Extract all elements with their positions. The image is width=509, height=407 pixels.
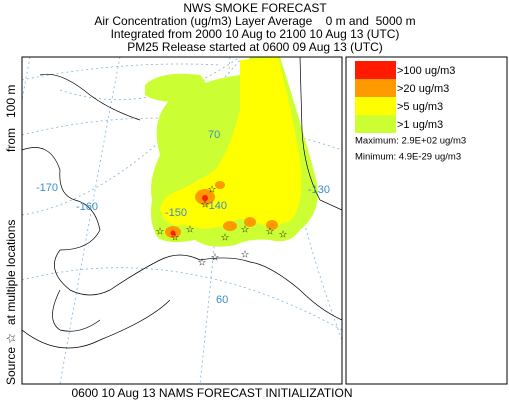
svg-text:☆: ☆ [171, 233, 180, 244]
legend: Maximum: 2.9E+02 ug/m3 Minimum: 4.9E-29 … [345, 56, 508, 385]
svg-text:☆: ☆ [241, 225, 250, 236]
map-label: -140 [205, 200, 227, 212]
svg-text:☆: ☆ [266, 227, 275, 238]
legend-label: >100 ug/m3 [397, 65, 455, 77]
smoke-area [145, 73, 206, 102]
map-label: 70 [208, 129, 220, 141]
side-label: at multiple locations [4, 220, 18, 325]
legend-label: >5 ug/m3 [397, 101, 443, 113]
subtitle: Air Concentration (ug/m3) Layer Average … [94, 14, 415, 28]
subtitle: Integrated from 2000 10 Aug to 2100 10 A… [111, 27, 400, 41]
map-label: -150 [165, 207, 187, 219]
legend-swatch [355, 97, 396, 115]
svg-text:☆: ☆ [198, 258, 207, 269]
map-label: 60 [216, 294, 228, 306]
legend-min: Minimum: 4.9E-29 ug/m3 [355, 152, 461, 163]
svg-text:☆: ☆ [156, 227, 165, 238]
svg-text:☆: ☆ [208, 185, 217, 196]
coastline [22, 57, 342, 349]
legend-swatch [355, 79, 396, 97]
legend-max: Maximum: 2.9E+02 ug/m3 [355, 136, 466, 147]
legend-label: >20 ug/m3 [397, 83, 449, 95]
svg-text:☆: ☆ [201, 200, 210, 211]
svg-text:☆: ☆ [221, 233, 230, 244]
map-label: -160 [76, 201, 98, 213]
map-frame [21, 56, 343, 385]
legend-swatch [355, 115, 396, 133]
smoke-area [170, 195, 208, 236]
title: NWS SMOKE FORECAST [183, 1, 327, 15]
side-label: Source ☆ [4, 333, 18, 385]
subtitle: PM25 Release started at 0600 09 Aug 13 (… [127, 40, 382, 54]
legend-frame [345, 56, 508, 385]
svg-text:☆: ☆ [211, 253, 220, 264]
map: ☆☆☆ ☆☆☆ ☆ ☆☆ ☆ ☆☆ -170 -160 -150 -140 -130… [21, 56, 343, 385]
map-label: -170 [36, 182, 58, 194]
legend-label: >1 ug/m3 [397, 119, 443, 131]
footer: 0600 10 Aug 13 NAMS FORECAST INITIALIZAT… [72, 386, 353, 400]
side-label: from 100 m [4, 85, 18, 152]
svg-text:☆: ☆ [241, 250, 250, 261]
legend-swatch [355, 61, 396, 79]
svg-text:☆: ☆ [279, 230, 288, 241]
map-label: -130 [308, 184, 330, 196]
smoke-area [160, 57, 302, 229]
svg-text:☆: ☆ [186, 225, 195, 236]
source-markers: ☆☆☆ ☆☆☆ ☆ ☆☆ ☆ ☆☆ [156, 185, 288, 269]
